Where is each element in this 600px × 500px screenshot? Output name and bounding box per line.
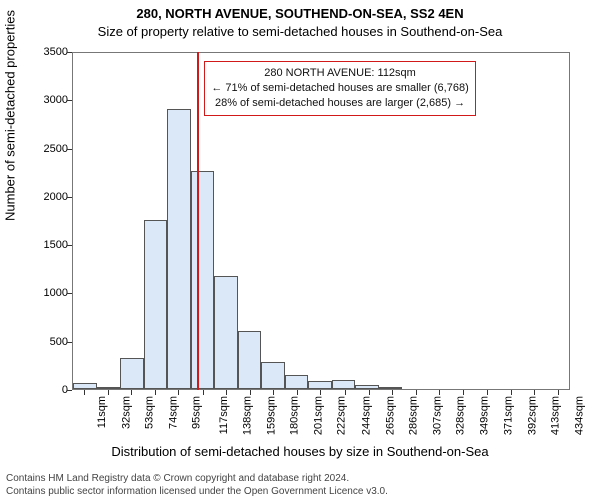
x-tick-label: 222sqm <box>336 396 348 435</box>
x-tick-label: 434sqm <box>573 396 585 435</box>
x-tick-mark <box>320 390 321 395</box>
x-tick-mark <box>203 390 204 395</box>
histogram-bar <box>97 387 121 389</box>
x-tick-label: 74sqm <box>167 396 179 429</box>
annotation-box: 280 NORTH AVENUE: 112sqm← 71% of semi-de… <box>204 61 475 116</box>
x-tick-label: 159sqm <box>265 396 277 435</box>
x-tick-mark <box>487 390 488 395</box>
y-tick-mark <box>67 52 72 53</box>
y-axis-label: Number of semi-detached properties <box>3 10 18 221</box>
x-tick-label: 244sqm <box>361 396 373 435</box>
plot-area: 280 NORTH AVENUE: 112sqm← 71% of semi-de… <box>72 52 570 390</box>
x-tick-label: 265sqm <box>384 396 396 435</box>
x-tick-mark <box>345 390 346 395</box>
x-tick-mark <box>392 390 393 395</box>
histogram-bar <box>379 387 403 389</box>
y-tick-mark <box>67 342 72 343</box>
histogram-bar <box>332 380 356 389</box>
histogram-bar <box>144 220 168 389</box>
x-tick-label: 138sqm <box>242 396 254 435</box>
x-tick-mark <box>131 390 132 395</box>
x-tick-label: 53sqm <box>144 396 156 429</box>
x-tick-mark <box>178 390 179 395</box>
y-tick-mark <box>67 149 72 150</box>
histogram-bar <box>167 109 191 389</box>
x-tick-label: 413sqm <box>550 396 562 435</box>
annotation-line: 280 NORTH AVENUE: 112sqm <box>211 66 468 81</box>
x-tick-label: 392sqm <box>526 396 538 435</box>
x-tick-mark <box>439 390 440 395</box>
y-tick-label: 500 <box>22 336 68 348</box>
x-axis-label: Distribution of semi-detached houses by … <box>0 444 600 459</box>
histogram-bar <box>120 358 144 389</box>
y-tick-label: 1500 <box>22 239 68 251</box>
histogram-bar <box>285 375 309 389</box>
x-tick-mark <box>369 390 370 395</box>
x-tick-mark <box>250 390 251 395</box>
x-tick-mark <box>155 390 156 395</box>
x-tick-mark <box>416 390 417 395</box>
histogram-bar <box>73 383 97 389</box>
x-tick-mark <box>463 390 464 395</box>
histogram-bar <box>214 276 238 389</box>
annotation-line: 28% of semi-detached houses are larger (… <box>211 96 468 111</box>
plot-inner: 280 NORTH AVENUE: 112sqm← 71% of semi-de… <box>73 53 569 389</box>
footer-copyright-2: Contains public sector information licen… <box>6 486 388 497</box>
x-tick-mark <box>108 390 109 395</box>
x-tick-label: 328sqm <box>455 396 467 435</box>
y-tick-label: 2500 <box>22 143 68 155</box>
annotation-line: ← 71% of semi-detached houses are smalle… <box>211 81 468 96</box>
y-tick-label: 3000 <box>22 94 68 106</box>
x-tick-label: 349sqm <box>478 396 490 435</box>
x-tick-mark <box>226 390 227 395</box>
y-tick-label: 2000 <box>22 191 68 203</box>
y-tick-mark <box>67 390 72 391</box>
y-tick-label: 1000 <box>22 287 68 299</box>
x-tick-mark <box>534 390 535 395</box>
x-tick-label: 371sqm <box>503 396 515 435</box>
chart-title-description: Size of property relative to semi-detach… <box>0 24 600 39</box>
x-tick-mark <box>558 390 559 395</box>
chart-title-address: 280, NORTH AVENUE, SOUTHEND-ON-SEA, SS2 … <box>0 6 600 21</box>
x-tick-mark <box>273 390 274 395</box>
x-tick-label: 11sqm <box>96 396 108 428</box>
reference-line <box>197 52 199 390</box>
histogram-bar <box>238 331 262 389</box>
y-tick-label: 3500 <box>22 46 68 58</box>
x-tick-mark <box>511 390 512 395</box>
histogram-bar <box>191 171 215 389</box>
x-tick-label: 201sqm <box>313 396 325 435</box>
footer-copyright-1: Contains HM Land Registry data © Crown c… <box>6 473 349 484</box>
x-tick-mark <box>84 390 85 395</box>
x-tick-label: 180sqm <box>289 396 301 435</box>
x-tick-label: 286sqm <box>408 396 420 435</box>
histogram-bar <box>261 362 285 389</box>
x-tick-mark <box>297 390 298 395</box>
x-tick-label: 32sqm <box>120 396 132 429</box>
histogram-bar <box>308 381 332 389</box>
y-tick-label: 0 <box>22 384 68 396</box>
y-tick-mark <box>67 293 72 294</box>
y-tick-mark <box>67 197 72 198</box>
x-tick-label: 95sqm <box>191 396 203 429</box>
y-tick-mark <box>67 100 72 101</box>
x-tick-label: 117sqm <box>218 396 230 434</box>
y-tick-mark <box>67 245 72 246</box>
histogram-bar <box>355 385 379 389</box>
x-tick-label: 307sqm <box>431 396 443 435</box>
